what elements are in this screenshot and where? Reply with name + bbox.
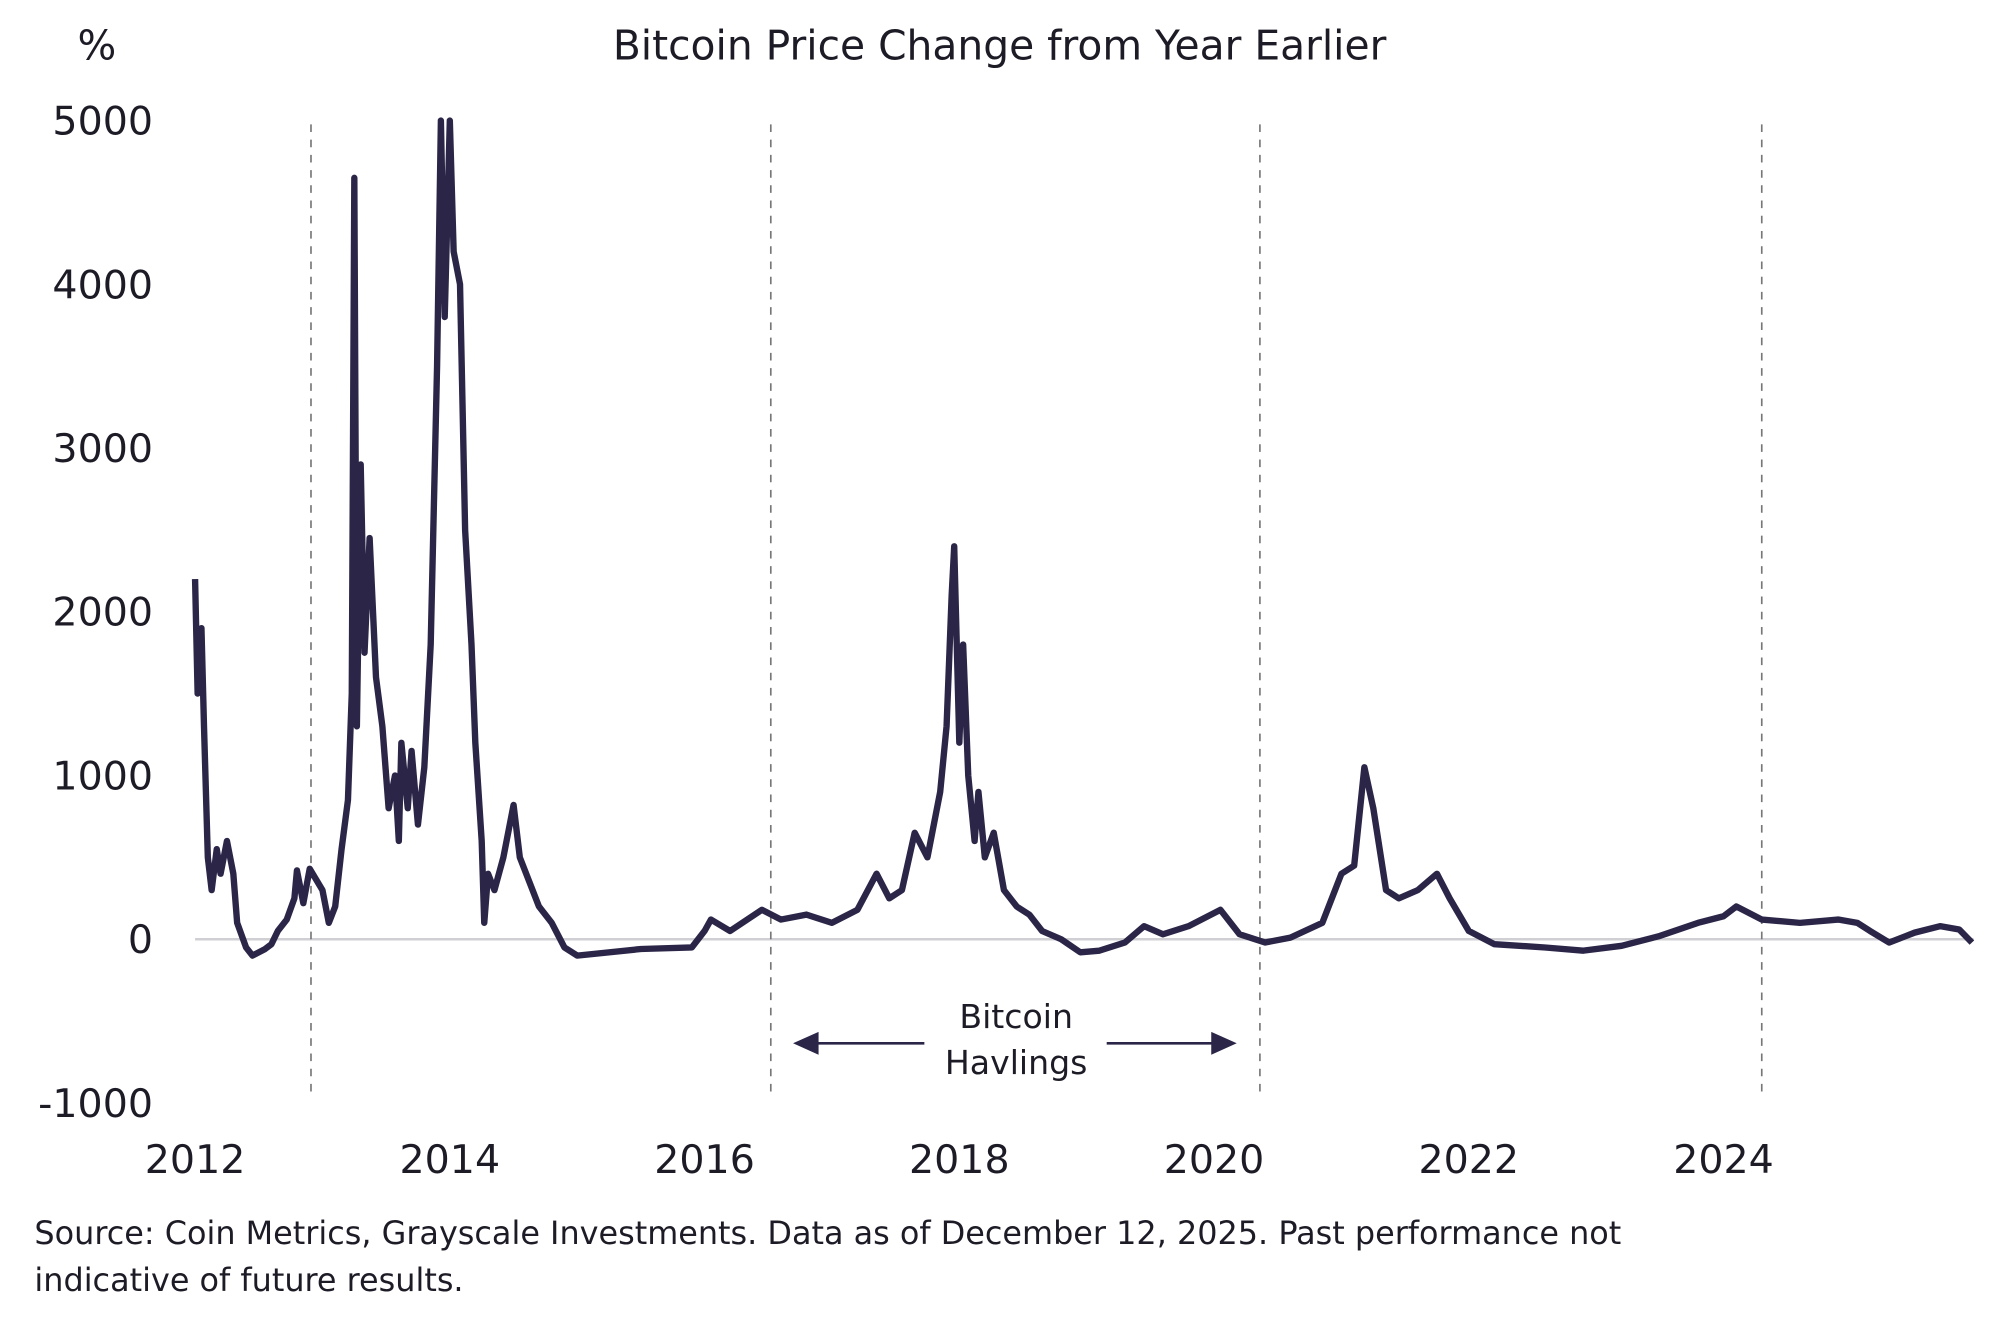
x-tick-label: 2022 — [1419, 1137, 1520, 1183]
chart-title: Bitcoin Price Change from Year Earlier — [613, 22, 1387, 70]
y-tick-label: 3000 — [52, 426, 153, 472]
annotation-line1: Bitcoin — [959, 997, 1073, 1036]
y-tick-label: 5000 — [52, 99, 153, 145]
x-tick-label: 2020 — [1164, 1137, 1265, 1183]
x-tick-label: 2018 — [909, 1137, 1010, 1183]
halving-annotation: Bitcoin Havlings — [793, 997, 1237, 1082]
y-tick-label: 2000 — [52, 590, 153, 636]
y-axis-unit: % — [78, 22, 117, 70]
series-line — [191, 117, 1975, 959]
y-tick-label: 0 — [128, 917, 153, 963]
x-tick-label: 2024 — [1673, 1137, 1774, 1183]
footnote-line2: indicative of future results. — [34, 1262, 463, 1299]
x-tick-label: 2014 — [400, 1137, 501, 1183]
footnote-line1: Source: Coin Metrics, Grayscale Investme… — [34, 1215, 1621, 1252]
y-tick-label: -1000 — [38, 1081, 153, 1127]
x-tick-label: 2016 — [654, 1137, 755, 1183]
x-tick-label: 2012 — [145, 1137, 246, 1183]
y-tick-label: 4000 — [52, 262, 153, 308]
y-tick-label: 1000 — [52, 754, 153, 800]
right-arrow-head — [1211, 1031, 1237, 1055]
annotation-line2: Havlings — [945, 1043, 1088, 1082]
left-arrow-head — [793, 1031, 819, 1055]
